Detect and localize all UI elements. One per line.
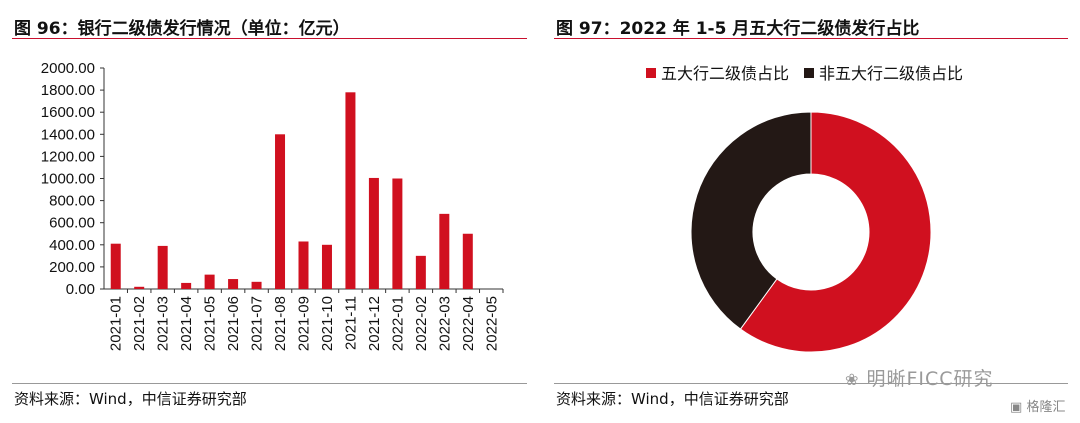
x-tick-label: 2021-08 bbox=[272, 296, 289, 351]
x-tick-label: 2021-07 bbox=[249, 296, 266, 351]
bar bbox=[345, 92, 356, 289]
right-source-note: 资料来源：Wind，中信证券研究部 bbox=[556, 390, 789, 408]
legend-swatch bbox=[646, 68, 656, 78]
bar bbox=[368, 177, 379, 289]
x-tick-label: 2021-02 bbox=[131, 296, 148, 351]
x-tick-label: 2022-05 bbox=[483, 296, 500, 351]
x-tick-label: 2021-03 bbox=[155, 296, 172, 351]
x-tick-label: 2021-06 bbox=[225, 296, 242, 351]
gelonghui-logo: ▣ 格隆汇 bbox=[1010, 396, 1065, 415]
wechat-watermark: ❀ 明晰FICC研究 bbox=[845, 364, 994, 391]
bar bbox=[275, 134, 286, 289]
y-tick-label: 1400.00 bbox=[41, 126, 95, 143]
bar bbox=[415, 255, 426, 289]
wechat-icon: ❀ bbox=[845, 370, 860, 389]
x-tick-label: 2021-09 bbox=[296, 296, 313, 351]
watermark-text: 明晰FICC研究 bbox=[866, 368, 994, 390]
bar bbox=[462, 233, 473, 289]
legend-label: 非五大行二级债占比 bbox=[819, 64, 963, 83]
right-title-rule bbox=[554, 38, 1068, 39]
left-title-rule bbox=[12, 38, 527, 39]
x-tick-label: 2021-12 bbox=[366, 296, 383, 351]
left-chart-title: 图 96：银行二级债发行情况（单位：亿元） bbox=[14, 19, 350, 39]
bar bbox=[204, 274, 215, 289]
y-tick-label: 0.00 bbox=[66, 281, 95, 298]
bar bbox=[251, 281, 262, 289]
x-tick-label: 2021-11 bbox=[342, 296, 359, 350]
bar bbox=[181, 282, 192, 289]
y-tick-label: 400.00 bbox=[49, 237, 95, 254]
y-tick-label: 2000.00 bbox=[41, 60, 95, 77]
x-tick-label: 2022-02 bbox=[413, 296, 430, 351]
bar bbox=[110, 243, 121, 289]
bar bbox=[439, 213, 450, 289]
y-tick-label: 1800.00 bbox=[41, 82, 95, 99]
legend-label: 五大行二级债占比 bbox=[661, 64, 789, 83]
logo-icon: ▣ bbox=[1010, 400, 1023, 415]
bar bbox=[392, 178, 403, 289]
logo-text: 格隆汇 bbox=[1026, 400, 1066, 415]
x-tick-label: 2021-04 bbox=[178, 296, 195, 351]
x-tick-label: 2022-01 bbox=[389, 296, 406, 351]
bar bbox=[134, 286, 145, 289]
left-source-rule bbox=[12, 383, 527, 384]
bar bbox=[228, 279, 239, 289]
right-chart-title: 图 97：2022 年 1-5 月五大行二级债发行占比 bbox=[556, 19, 920, 39]
x-tick-label: 2022-04 bbox=[460, 296, 477, 351]
donut-slice bbox=[690, 111, 812, 330]
y-tick-label: 800.00 bbox=[49, 193, 95, 210]
x-tick-label: 2022-03 bbox=[436, 296, 453, 351]
x-tick-label: 2021-01 bbox=[108, 296, 125, 351]
donut-slice bbox=[739, 111, 932, 353]
bar bbox=[298, 241, 309, 289]
left-source-note: 资料来源：Wind，中信证券研究部 bbox=[14, 390, 247, 408]
bar bbox=[321, 244, 332, 289]
y-tick-label: 600.00 bbox=[49, 215, 95, 232]
x-tick-label: 2021-05 bbox=[202, 296, 219, 351]
y-tick-label: 1200.00 bbox=[41, 148, 95, 165]
x-tick-label: 2021-10 bbox=[319, 296, 336, 351]
legend-swatch bbox=[804, 68, 814, 78]
y-tick-label: 1600.00 bbox=[41, 104, 95, 121]
y-tick-label: 1000.00 bbox=[41, 171, 95, 188]
right-source-rule bbox=[554, 383, 1068, 384]
bar bbox=[157, 245, 168, 289]
y-tick-label: 200.00 bbox=[49, 259, 95, 276]
